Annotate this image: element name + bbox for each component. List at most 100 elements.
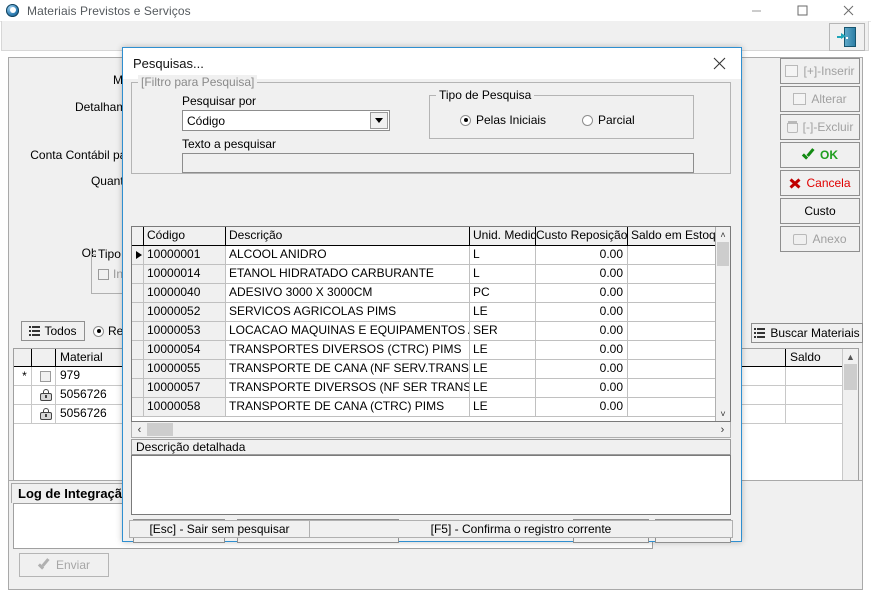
row-indicator	[132, 284, 144, 302]
anexo-button[interactable]: Anexo	[780, 226, 860, 252]
excluir-button[interactable]: [-]-Excluir	[780, 114, 860, 140]
row-descricao: LOCACAO MAQUINAS E EQUIPAMENTOS AGRIC	[226, 322, 470, 340]
search-text-input[interactable]	[182, 153, 694, 173]
hscrollbar-thumb[interactable]	[147, 423, 173, 436]
table-row[interactable]: 10000014 ETANOL HIDRATADO CARBURANTE L 0…	[132, 265, 730, 284]
scroll-up-icon[interactable]: ▲	[846, 351, 855, 362]
exit-button[interactable]	[829, 23, 865, 51]
table-row[interactable]: 10000057 TRANSPORTE DIVERSOS (NF SER TRA…	[132, 379, 730, 398]
table-row[interactable]: 10000040 ADESIVO 3000 X 3000CM PC 0.00	[132, 284, 730, 303]
inserir-button[interactable]: [+]-Inserir	[780, 58, 860, 84]
scroll-left-icon[interactable]: ‹	[137, 423, 142, 436]
folder-icon	[793, 233, 808, 245]
row-saldo	[628, 360, 720, 378]
ok-button[interactable]: OK	[780, 142, 860, 168]
filter-group-box: [Filtro para Pesquisa] Pesquisar por Cód…	[131, 75, 731, 174]
buscar-materiais-button[interactable]: Buscar Materiais	[751, 323, 863, 343]
alterar-button[interactable]: Alterar	[780, 86, 860, 112]
current-row-arrow-icon	[136, 251, 142, 259]
row-unidade: LE	[470, 360, 536, 378]
row-custo: 0.00	[536, 341, 628, 359]
row-custo: 0.00	[536, 379, 628, 397]
row-lock-cell	[32, 405, 56, 423]
row-saldo	[628, 284, 720, 302]
results-col-indicator	[132, 227, 144, 245]
row-codigo: 10000058	[144, 398, 226, 416]
table-row[interactable]: 10000053 LOCACAO MAQUINAS E EQUIPAMENTOS…	[132, 322, 730, 341]
scroll-down-icon[interactable]: ˅	[720, 408, 726, 419]
row-saldo	[628, 379, 720, 397]
lock-icon	[39, 408, 52, 420]
search-results-grid[interactable]: Código Descrição Unid. Medida Custo Repo…	[131, 226, 731, 422]
chevron-down-icon[interactable]	[370, 112, 388, 129]
row-unidade: L	[470, 246, 536, 264]
detail-description-box[interactable]	[131, 455, 731, 515]
row-marker	[14, 405, 32, 423]
scrollbar-thumb[interactable]	[717, 242, 729, 266]
search-type-group-label: Tipo de Pesquisa	[436, 88, 535, 102]
inserir-label: [+]-Inserir	[803, 64, 855, 78]
anexo-label: Anexo	[812, 232, 847, 246]
results-grid-hscrollbar[interactable]: ‹ ›	[131, 422, 731, 438]
row-checkbox[interactable]	[40, 370, 51, 382]
row-saldo	[628, 398, 720, 416]
radio-pelas-iniciais-dot[interactable]	[460, 114, 471, 126]
row-saldo	[628, 265, 720, 283]
row-descricao: ALCOOL ANIDRO	[226, 246, 470, 264]
row-saldo	[628, 246, 720, 264]
custo-label: Custo	[804, 204, 836, 218]
row-descricao: TRANSPORTES DIVERSOS (CTRC) PIMS	[226, 341, 470, 359]
scroll-up-icon[interactable]: ˄	[720, 229, 726, 240]
scrollbar-thumb[interactable]	[844, 364, 857, 390]
dialog-body: [Filtro para Pesquisa] Pesquisar por Cód…	[123, 75, 741, 543]
row-codigo: 10000001	[144, 246, 226, 264]
requisicao-radio-dot[interactable]	[93, 325, 104, 337]
custo-button[interactable]: Custo	[780, 198, 860, 224]
radio-pelas-iniciais-label: Pelas Iniciais	[476, 113, 547, 127]
minimize-icon[interactable]	[733, 0, 779, 21]
row-indicator	[132, 341, 144, 359]
radio-pelas-iniciais[interactable]: Pelas Iniciais	[460, 113, 546, 127]
window-title: Materiais Previstos e Serviços	[27, 3, 191, 18]
cancela-label: Cancela	[806, 176, 851, 190]
radio-parcial-dot[interactable]	[582, 114, 593, 126]
table-row[interactable]: 10000054 TRANSPORTES DIVERSOS (CTRC) PIM…	[132, 341, 730, 360]
pesquisas-dialog: Pesquisas... [Filtro para Pesquisa] Pesq…	[122, 47, 742, 543]
scroll-right-icon[interactable]: ›	[720, 423, 725, 436]
dialog-title: Pesquisas...	[133, 56, 204, 71]
materials-grid-scrollbar[interactable]: ▲	[842, 349, 858, 517]
status-esc-hint: [Esc] - Sair sem pesquisar	[130, 521, 310, 537]
results-col-unidade: Unid. Medida	[470, 227, 536, 245]
row-custo: 0.00	[536, 360, 628, 378]
row-custo: 0.00	[536, 398, 628, 416]
todos-button[interactable]: Todos	[21, 321, 85, 341]
table-row[interactable]: 10000052 SERVICOS AGRICOLAS PIMS LE 0.00	[132, 303, 730, 322]
grid-col-saldo: Saldo	[786, 349, 858, 366]
list-icon	[754, 328, 766, 338]
maximize-icon[interactable]	[779, 0, 825, 21]
results-grid-scrollbar[interactable]: ˄ ˅	[715, 227, 730, 421]
check-icon	[38, 560, 51, 571]
row-unidade: SER	[470, 322, 536, 340]
table-row[interactable]: 10000055 TRANSPORTE DE CANA (NF SERV.TRA…	[132, 360, 730, 379]
close-icon[interactable]	[825, 0, 871, 21]
dialog-close-icon[interactable]	[697, 49, 741, 79]
tipo-checkbox-row[interactable]: In	[98, 267, 123, 281]
grid-col-marker	[14, 349, 32, 366]
search-by-select[interactable]: Código	[182, 110, 390, 131]
row-lock-cell	[32, 386, 56, 404]
excluir-label: [-]-Excluir	[802, 120, 854, 134]
cancela-button[interactable]: Cancela	[780, 170, 860, 196]
row-unidade: LE	[470, 341, 536, 359]
row-custo: 0.00	[536, 284, 628, 302]
row-unidade: LE	[470, 398, 536, 416]
table-row[interactable]: 10000058 TRANSPORTE DE CANA (CTRC) PIMS …	[132, 398, 730, 417]
row-descricao: TRANSPORTE DE CANA (NF SERV.TRANSP) PIM	[226, 360, 470, 378]
tipo-checkbox[interactable]	[98, 268, 109, 280]
radio-parcial[interactable]: Parcial	[582, 113, 635, 127]
table-row[interactable]: 10000001 ALCOOL ANIDRO L 0.00	[132, 246, 730, 265]
row-descricao: TRANSPORTE DE CANA (CTRC) PIMS	[226, 398, 470, 416]
row-codigo: 10000053	[144, 322, 226, 340]
enviar-button[interactable]: Enviar	[19, 553, 109, 577]
